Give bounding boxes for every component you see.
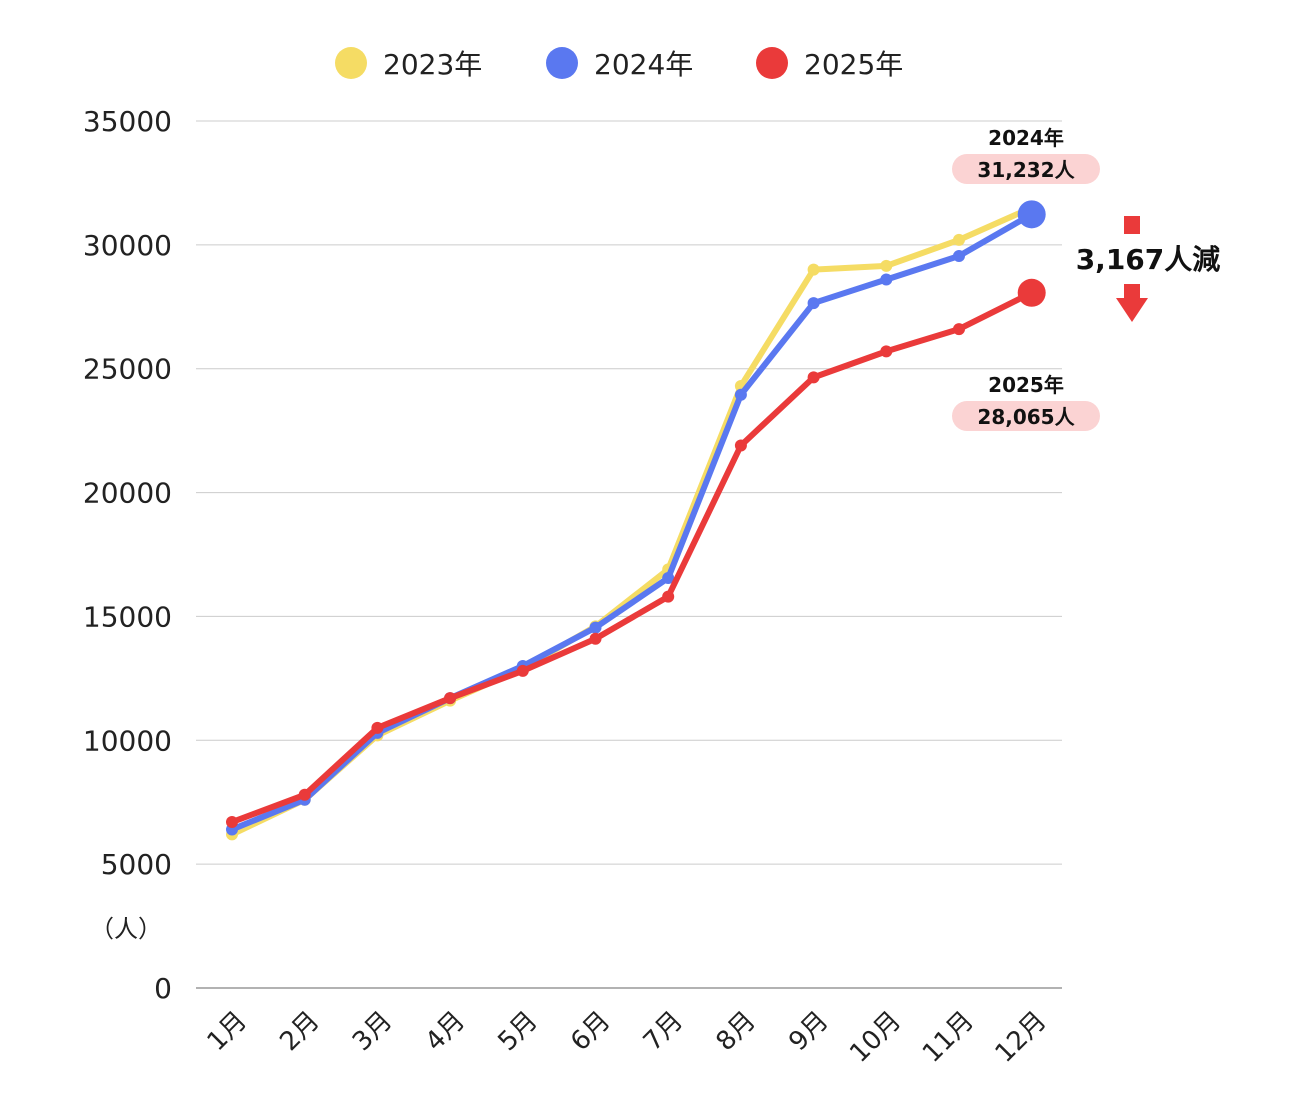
callout-2025: 2025年 28,065人 [952, 373, 1100, 431]
x-tick-label: 5月 [492, 1006, 543, 1057]
legend-marker [756, 47, 788, 79]
x-tick-label: 1月 [202, 1006, 253, 1057]
series-line [229, 289, 1035, 826]
series-2025年 [226, 278, 1046, 829]
data-point [516, 664, 529, 677]
data-point [880, 259, 893, 272]
data-point [880, 273, 893, 286]
data-point [953, 250, 965, 263]
x-tick-label: 2月 [274, 1006, 325, 1057]
callout-2025-badge [952, 401, 1100, 431]
data-point [226, 816, 238, 829]
callout-2024-year: 2024年 [988, 126, 1064, 150]
callout-2024-badge [952, 154, 1100, 184]
series-2023年 [226, 201, 1038, 841]
x-tick-label: 10月 [844, 1006, 907, 1069]
x-tick-label: 3月 [347, 1006, 398, 1057]
y-axis-ticks: 0 5000 10000 15000 20000 25000 30000 35000 [83, 105, 172, 1005]
data-point [807, 297, 820, 310]
callout-2025-value: 28,065人 [977, 405, 1075, 429]
callout-2025-year: 2025年 [988, 373, 1064, 397]
series-lines [226, 200, 1046, 841]
data-point [589, 632, 602, 645]
x-axis-ticks: 1月 2月 3月 4月 5月 6月 7月 8月 9月 10月 11月 12月 [202, 1006, 1053, 1069]
y-tick-label: 15000 [83, 600, 172, 633]
x-tick-label: 7月 [638, 1006, 689, 1057]
grid-lines [196, 120, 1062, 989]
data-point [662, 590, 675, 603]
data-point [1017, 278, 1046, 307]
legend-label: 2023年 [383, 48, 482, 81]
y-tick-label: 0 [154, 972, 172, 1005]
legend-label: 2025年 [804, 48, 903, 81]
x-tick-label: 12月 [990, 1006, 1053, 1069]
data-point [589, 621, 602, 634]
legend-marker [546, 47, 578, 79]
y-tick-label: 20000 [83, 477, 172, 510]
legend-label: 2024年 [594, 48, 693, 81]
data-point [734, 388, 747, 401]
y-tick-label: 35000 [83, 105, 172, 138]
data-point [953, 233, 965, 246]
y-tick-label: 25000 [83, 353, 172, 386]
data-point [371, 721, 384, 734]
data-point [734, 439, 747, 452]
difference-label: 3,167人減 [1076, 243, 1221, 276]
y-tick-label: 5000 [101, 848, 172, 881]
y-tick-label: 30000 [83, 229, 172, 262]
y-tick-label: 10000 [83, 724, 172, 757]
data-point [1017, 200, 1046, 229]
data-point [807, 263, 820, 276]
data-point [298, 788, 311, 801]
callout-2024-value: 31,232人 [977, 158, 1075, 182]
arrow-down-top-icon [1124, 216, 1140, 234]
series-line [229, 211, 1035, 833]
data-point [444, 692, 457, 705]
x-tick-label: 4月 [420, 1006, 471, 1057]
difference-indicator: 3,167人減 [1076, 216, 1221, 322]
data-point [880, 345, 893, 358]
legend: 2023年 2024年 2025年 [335, 47, 903, 81]
arrow-down-icon [1116, 284, 1148, 322]
data-point [953, 323, 965, 336]
callout-2024: 2024年 31,232人 [952, 126, 1100, 184]
x-tick-label: 8月 [711, 1006, 762, 1057]
legend-marker [335, 47, 367, 79]
x-tick-label: 9月 [783, 1006, 834, 1057]
x-tick-label: 11月 [917, 1006, 980, 1069]
x-tick-label: 6月 [565, 1006, 616, 1057]
data-point [807, 371, 820, 384]
y-axis-unit-label: （人） [90, 915, 162, 943]
data-point [662, 572, 675, 585]
